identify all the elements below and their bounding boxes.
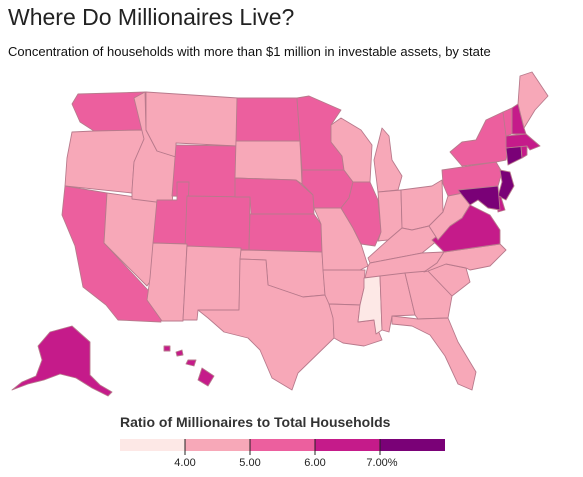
state-hi-oahu[interactable] xyxy=(175,349,184,357)
legend-tick-label: 7.00% xyxy=(366,457,397,469)
state-ks[interactable] xyxy=(248,213,323,253)
state-hi[interactable] xyxy=(197,367,215,387)
state-nh[interactable] xyxy=(511,103,527,135)
state-tx[interactable] xyxy=(197,258,335,391)
legend-tick-label: 6.00 xyxy=(304,457,325,469)
state-ar[interactable] xyxy=(322,269,366,306)
states-layer xyxy=(11,71,549,397)
state-me[interactable] xyxy=(517,71,549,129)
state-co[interactable] xyxy=(184,195,251,251)
legend-title: Ratio of Millionaires to Total Household… xyxy=(120,414,391,430)
state-il[interactable] xyxy=(340,181,382,247)
legend-swatch-2 xyxy=(185,439,250,451)
state-nd[interactable] xyxy=(235,97,301,142)
state-md[interactable] xyxy=(457,185,501,211)
state-ak[interactable] xyxy=(11,325,113,397)
state-mi[interactable] xyxy=(373,127,403,193)
state-az[interactable] xyxy=(146,242,188,322)
state-ct[interactable] xyxy=(505,145,523,166)
legend-swatch-4 xyxy=(315,439,380,451)
state-hi-kauai[interactable] xyxy=(163,345,171,352)
legend-swatch-5 xyxy=(380,439,445,451)
state-nj[interactable] xyxy=(497,169,515,201)
state-sd[interactable] xyxy=(234,140,303,185)
page-title: Where Do Millionaires Live? xyxy=(8,4,295,30)
legend-swatch-1 xyxy=(120,439,185,451)
legend-tick-label: 5.00 xyxy=(239,457,260,469)
state-fl[interactable] xyxy=(391,315,477,391)
legend-tick-label: 4.00 xyxy=(174,457,195,469)
legend-color-scale: 4.00 5.00 6.00 7.00% xyxy=(120,439,445,469)
state-ri[interactable] xyxy=(520,145,528,159)
page-subtitle: Concentration of households with more th… xyxy=(8,44,491,59)
state-hi-maui[interactable] xyxy=(185,359,197,367)
state-ny[interactable] xyxy=(449,111,510,167)
legend-swatch-3 xyxy=(250,439,315,451)
state-nm[interactable] xyxy=(182,245,242,321)
